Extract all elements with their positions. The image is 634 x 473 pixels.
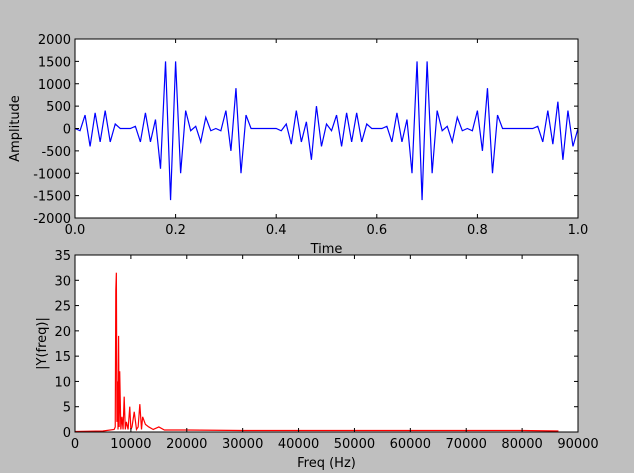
y-tick-label: 25 [54, 300, 71, 315]
y-tick-label: -2000 [33, 212, 71, 227]
y-tick-label: 2000 [38, 33, 71, 48]
plot-area [75, 255, 578, 432]
y-tick-label: 10 [54, 375, 71, 390]
y-tick-label: 5 [63, 401, 71, 416]
plot-frame [74, 254, 579, 433]
y-axis-label: Amplitude [8, 95, 23, 162]
x-tick-label: 50000 [334, 437, 375, 452]
y-tick-label: 1500 [38, 55, 71, 70]
x-tick-label: 1.0 [568, 223, 589, 238]
y-tick-label: 20 [54, 325, 71, 340]
x-tick-label: 0.8 [467, 223, 488, 238]
x-tick-label: 80000 [501, 437, 542, 452]
data-line [74, 61, 579, 201]
y-tick-label: -1500 [33, 190, 71, 205]
y-tick-label: 30 [54, 274, 71, 289]
y-tick-label: 0 [63, 426, 71, 441]
y-tick-label: 500 [46, 100, 71, 115]
x-tick-label: 0.0 [65, 223, 86, 238]
y-tick-label: -1000 [33, 167, 71, 182]
y-tick-label: -500 [41, 145, 71, 160]
x-tick-label: 60000 [390, 437, 431, 452]
x-tick-label: 0.2 [165, 223, 186, 238]
x-tick-label: 70000 [446, 437, 487, 452]
y-tick-label: 0 [63, 123, 71, 138]
x-tick-label: 30000 [222, 437, 263, 452]
x-tick-label: 0.4 [266, 223, 287, 238]
x-axis-label: Freq (Hz) [297, 456, 356, 471]
x-tick-label: 90000 [557, 437, 598, 452]
y-tick-label: 15 [54, 350, 71, 365]
x-tick-label: 0 [71, 437, 79, 452]
y-axis-label: |Y(freq)| [35, 317, 50, 370]
y-tick-label: 1000 [38, 78, 71, 93]
plot-area [75, 39, 578, 218]
x-tick-label: 0.6 [366, 223, 387, 238]
x-tick-label: 10000 [110, 437, 151, 452]
y-tick-label: 35 [54, 249, 71, 264]
x-tick-label: 40000 [278, 437, 319, 452]
x-axis-label: Time [310, 242, 343, 257]
x-tick-label: 20000 [166, 437, 207, 452]
